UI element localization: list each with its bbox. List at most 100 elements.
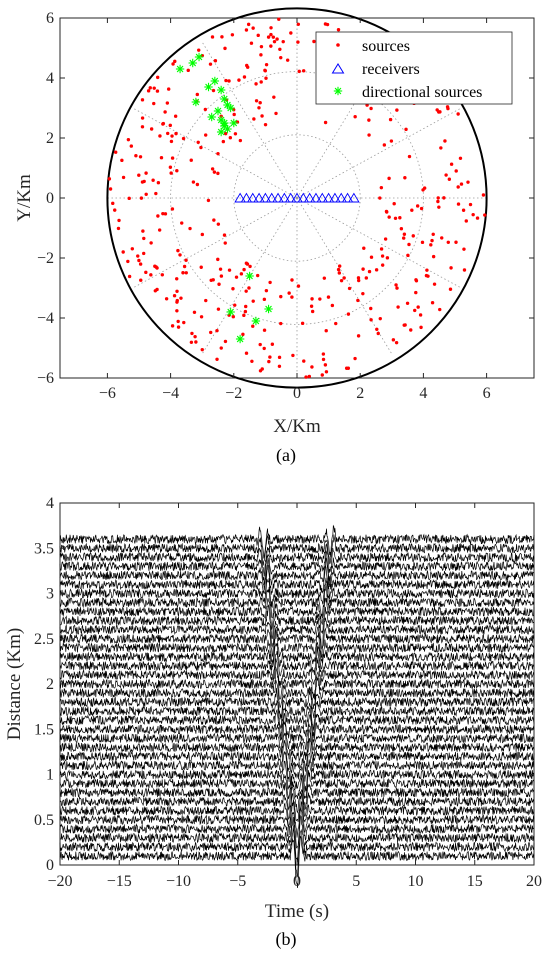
source-point (264, 62, 269, 67)
source-point (270, 342, 275, 346)
source-point (429, 243, 433, 247)
seismic-trace (59, 604, 535, 640)
x-tick-label: 4 (419, 385, 427, 402)
source-point (324, 370, 329, 374)
source-point (136, 254, 140, 258)
source-point (170, 156, 175, 160)
directional-source-point (188, 58, 197, 68)
receiver-point (259, 192, 272, 203)
source-point (268, 280, 272, 285)
receiver-point (278, 192, 291, 203)
source-point (222, 233, 227, 237)
polar-grid-spoke (296, 107, 462, 199)
source-point (142, 236, 146, 241)
source-point (175, 309, 179, 313)
directional-source-point (229, 118, 238, 128)
source-point (402, 323, 406, 327)
panel-a-xlabel: X/Km (273, 416, 321, 437)
seismic-trace (59, 543, 535, 577)
source-point (251, 299, 255, 303)
source-point (184, 271, 188, 275)
source-point (307, 374, 312, 379)
source-point (175, 298, 179, 303)
source-point (378, 316, 382, 321)
source-point (264, 76, 268, 80)
seismic-trace (59, 583, 535, 619)
source-point (180, 221, 184, 225)
receiver-point (272, 192, 284, 203)
source-point (376, 331, 380, 336)
source-point (251, 26, 255, 30)
source-point (302, 359, 306, 363)
source-point (454, 169, 458, 173)
source-point (238, 138, 243, 143)
source-point (242, 313, 246, 318)
seismic-trace (59, 785, 535, 820)
legend-sources-label: sources (362, 38, 410, 55)
source-point (396, 305, 400, 309)
source-point (192, 310, 197, 315)
source-point (190, 331, 194, 336)
source-point (435, 108, 439, 112)
source-point (421, 188, 425, 192)
legend-directional-label: directional sources (362, 84, 482, 101)
source-point (107, 177, 112, 181)
source-point (323, 120, 328, 125)
source-point (395, 108, 399, 112)
source-point (254, 82, 258, 86)
source-point (159, 156, 164, 160)
source-point (440, 236, 444, 240)
source-point (149, 273, 153, 277)
source-point (279, 321, 283, 326)
source-point (175, 289, 179, 293)
source-point (458, 156, 463, 161)
source-point (195, 92, 200, 97)
source-point (369, 318, 373, 322)
source-point (364, 276, 369, 280)
source-point (264, 288, 269, 293)
receiver-point (348, 192, 360, 203)
source-point (161, 211, 165, 216)
source-point (382, 143, 387, 147)
source-point (380, 254, 385, 258)
y-tick-label: 2.5 (34, 631, 54, 648)
x-tick-label: 2 (356, 385, 364, 402)
source-point (215, 328, 219, 333)
directional-source-point (235, 334, 245, 344)
source-point (436, 196, 440, 200)
source-point (186, 68, 190, 73)
source-point (330, 303, 335, 308)
source-point (181, 136, 186, 141)
y-tick-label: −4 (37, 310, 54, 327)
source-point (407, 154, 412, 159)
source-point (411, 234, 415, 238)
source-point (438, 110, 442, 114)
source-point (403, 176, 407, 180)
directional-source-point (207, 112, 216, 122)
source-point (127, 274, 132, 279)
source-point (161, 122, 165, 126)
receiver-point (310, 192, 322, 203)
source-point (322, 276, 327, 280)
source-point (449, 162, 454, 166)
source-point (244, 28, 249, 32)
directional-source-point (175, 64, 185, 74)
source-point (227, 79, 231, 83)
source-point (151, 178, 155, 182)
source-point (200, 347, 204, 352)
y-tick-label: 3 (46, 586, 54, 603)
source-point (361, 267, 365, 271)
source-point (296, 284, 301, 288)
x-tick-label: −6 (99, 385, 116, 402)
source-point (137, 258, 141, 263)
source-point (378, 196, 382, 200)
source-point (182, 320, 186, 325)
x-tick-label: 15 (467, 873, 483, 890)
source-point (213, 59, 218, 63)
source-point (137, 173, 141, 177)
source-point (258, 101, 262, 105)
panel-b-ticks: −20 −15 −10 −5 0 5 10 15 20 0 0.5 1 1.5 2 2.5 3 3.5 4 (34, 495, 542, 890)
polar-grid-spoke (132, 107, 298, 199)
source-point (212, 218, 216, 222)
seismic-trace (59, 676, 535, 710)
